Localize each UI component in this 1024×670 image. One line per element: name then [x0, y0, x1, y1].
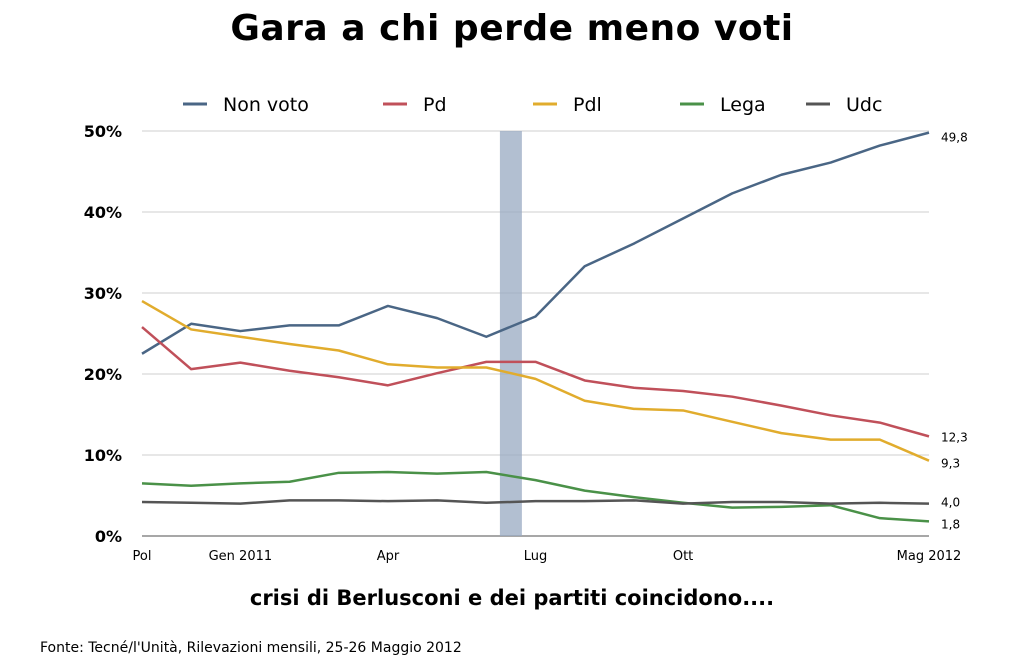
legend-label: Udc [846, 94, 882, 116]
y-tick-label: 40% [84, 203, 122, 222]
x-tick-label: Mag 2012 [897, 549, 962, 564]
series-line-non-voto [141, 131, 930, 355]
y-tick-label: 10% [84, 446, 122, 465]
x-tick-label: Ott [673, 549, 693, 564]
legend-label: Lega [720, 94, 766, 116]
series-line-pd [141, 326, 930, 438]
end-value-label: 4,0 [941, 496, 960, 510]
end-value-label: 1,8 [941, 517, 960, 531]
y-tick-label: 0% [95, 527, 122, 546]
chart-subtitle: crisi di Berlusconi e dei partiti coinci… [249, 586, 775, 610]
end-value-label: 49,8 [941, 131, 968, 145]
x-tick-label: Lug [524, 549, 548, 564]
y-tick-label: 50% [84, 122, 122, 141]
y-tick-label: 30% [84, 284, 122, 303]
source-note: Fonte: Tecné/l'Unità, Rilevazioni mensil… [40, 640, 462, 656]
x-tick-label: Pol [133, 549, 152, 564]
series-line-lega [141, 470, 930, 523]
highlight-band [499, 131, 522, 536]
x-tick-label: Gen 2011 [209, 549, 273, 564]
end-value-label: 9,3 [941, 457, 960, 471]
line-chart: 0% 10% 20% 30% 40% 50% Pol Gen 2011 Apr Lug Ott Mag… [84, 94, 968, 564]
series-line-udc [141, 499, 930, 505]
chart-title: Gara a chi perde meno voti [230, 8, 794, 49]
y-tick-label: 20% [84, 365, 122, 384]
x-tick-label: Apr [377, 549, 400, 564]
legend-label: Pd [423, 94, 447, 116]
end-value-label: 12,3 [941, 430, 968, 444]
legend-label: Non voto [223, 94, 309, 116]
legend-label: Pdl [573, 94, 602, 116]
series-line-pdl [141, 300, 930, 462]
